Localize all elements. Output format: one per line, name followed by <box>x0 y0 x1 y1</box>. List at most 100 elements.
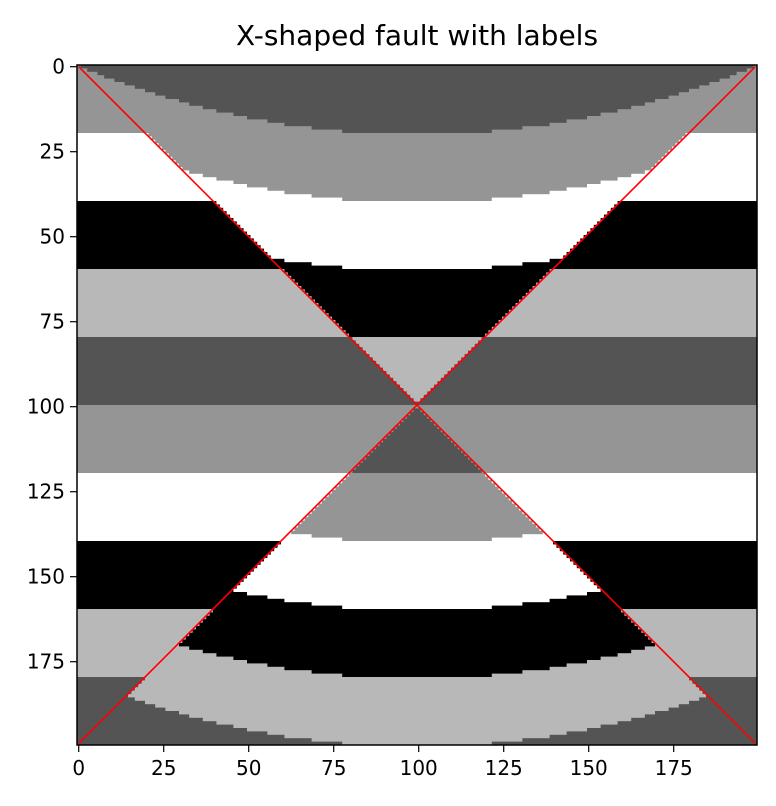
y-tick-label: 175 <box>27 650 65 674</box>
raster-segment <box>328 493 506 498</box>
raster-segment <box>77 500 323 504</box>
raster-segment <box>284 666 550 671</box>
raster-segment <box>644 170 758 175</box>
raster-segment <box>77 728 248 732</box>
raster-segment <box>491 479 758 484</box>
raster-segment <box>77 391 408 396</box>
raster-segment <box>172 156 663 161</box>
raster-segment <box>77 221 238 226</box>
raster-segment <box>77 296 312 300</box>
axes-frame <box>76 64 758 746</box>
raster-segment <box>202 105 632 110</box>
raster-segment <box>576 564 758 569</box>
raster-segment <box>77 530 292 535</box>
raster-segment <box>77 558 265 562</box>
raster-segment <box>515 303 758 307</box>
raster-segment <box>498 320 758 324</box>
raster-segment <box>393 428 442 433</box>
raster-segment <box>134 697 700 702</box>
chart-title: X-shaped fault with labels <box>236 19 598 52</box>
raster-segment <box>342 129 493 134</box>
raster-segment <box>655 643 758 647</box>
raster-segment <box>77 197 343 202</box>
raster-segment <box>298 282 537 287</box>
raster-segment <box>491 673 758 678</box>
raster-segment <box>342 197 493 202</box>
raster-segment <box>566 595 758 600</box>
raster-segment <box>189 714 646 719</box>
raster-segment <box>383 439 452 443</box>
raster-segment <box>77 394 411 399</box>
raster-segment <box>695 683 758 688</box>
raster-segment <box>77 697 136 702</box>
raster-segment <box>532 286 758 290</box>
raster-segment <box>77 435 387 440</box>
raster-segment <box>77 432 391 436</box>
raster-segment <box>284 190 550 195</box>
raster-segment <box>546 272 758 277</box>
raster-segment <box>532 520 758 525</box>
raster-segment <box>77 320 336 324</box>
y-tick-label: 50 <box>40 225 65 249</box>
raster-segment <box>77 411 411 416</box>
raster-segment <box>400 384 435 389</box>
raster-segment <box>77 252 268 256</box>
raster-segment <box>536 282 758 287</box>
raster-segment <box>77 561 261 566</box>
raster-segment <box>77 170 190 175</box>
raster-segment <box>454 364 758 368</box>
raster-segment <box>566 731 758 736</box>
raster-segment <box>206 615 629 620</box>
raster-segment <box>77 517 306 521</box>
raster-segment <box>614 204 758 209</box>
raster-segment <box>311 126 523 130</box>
raster-segment <box>301 286 533 290</box>
raster-segment <box>410 411 425 416</box>
y-tick-label: 100 <box>27 395 65 419</box>
raster-segment <box>369 354 465 358</box>
raster-segment <box>427 415 758 419</box>
raster-segment <box>451 439 758 443</box>
raster-segment <box>590 228 758 232</box>
raster-segment <box>77 105 204 110</box>
raster-segment <box>247 116 588 120</box>
raster-segment <box>77 486 336 491</box>
raster-segment <box>631 649 758 654</box>
raster-segment <box>77 371 387 375</box>
raster-segment <box>240 581 595 586</box>
raster-segment <box>682 136 758 141</box>
raster-segment <box>491 129 758 134</box>
raster-segment <box>342 741 493 746</box>
raster-segment <box>77 258 285 263</box>
raster-segment <box>77 313 329 317</box>
raster-segment <box>678 92 758 96</box>
raster-segment <box>587 184 758 188</box>
raster-segment <box>213 609 622 613</box>
raster-segment <box>230 214 605 219</box>
raster-segment <box>549 598 758 603</box>
raster-segment <box>678 139 758 144</box>
raster-segment <box>77 150 166 154</box>
raster-segment <box>672 146 758 151</box>
raster-segment <box>77 694 129 698</box>
raster-segment <box>216 201 618 205</box>
raster-segment <box>729 75 758 79</box>
raster-segment <box>233 656 601 661</box>
raster-segment <box>583 235 758 239</box>
raster-segment <box>114 78 720 83</box>
raster-segment <box>372 449 462 453</box>
raster-segment <box>488 330 758 334</box>
y-tick-label: 150 <box>27 565 65 589</box>
raster-segment <box>689 700 758 705</box>
raster-segment <box>77 534 312 538</box>
raster-segment <box>189 102 646 107</box>
raster-segment <box>202 173 632 178</box>
raster-segment <box>311 534 523 538</box>
raster-segment <box>247 660 588 664</box>
raster-segment <box>77 575 248 579</box>
raster-segment <box>247 184 588 188</box>
raster-segment <box>226 211 608 215</box>
y-tick-label: 125 <box>27 480 65 504</box>
raster-segment <box>495 483 758 487</box>
raster-segment <box>77 734 285 739</box>
